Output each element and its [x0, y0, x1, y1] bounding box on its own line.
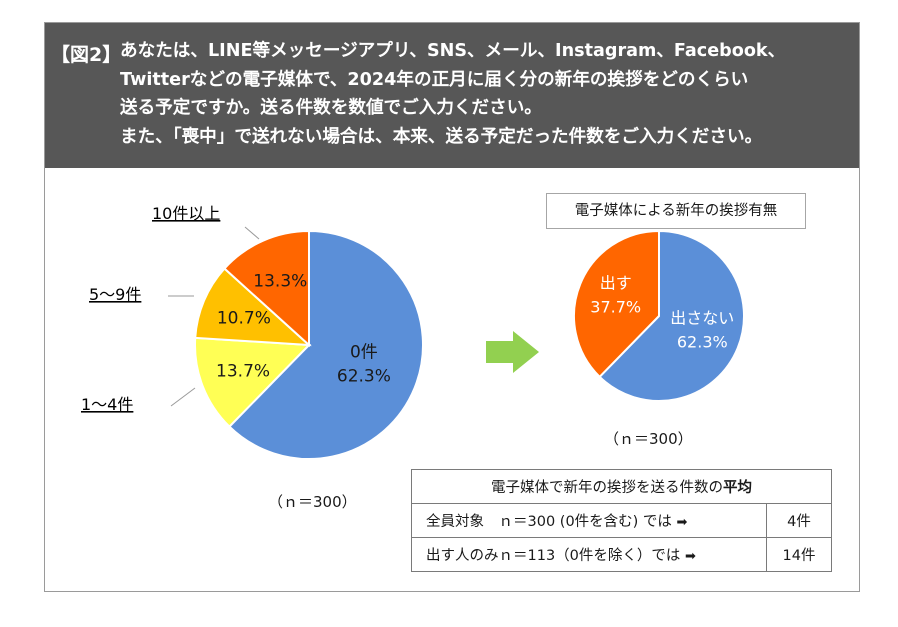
row-label: 全員対象 ｎ＝300 (0件を含む) では — [426, 514, 672, 530]
slice-value-label: 13.3% — [253, 271, 307, 291]
figure-frame: 【図2】 あなたは、LINE等メッセージアプリ、SNS、メール、Instagra… — [44, 22, 860, 592]
question-line: 送る予定ですか。送る件数を数値でご入力ください。 — [120, 98, 542, 118]
slice-value-label: 10.7% — [217, 309, 271, 329]
slice-name-label: 出す — [600, 273, 632, 292]
pie-chart-counts: 0件 62.3% 13.7% 10.7% 13.3% — [194, 229, 424, 460]
question-line: Twitterなどの電子媒体で、2024年の正月に届く分の新年の挨拶をどのくらい — [120, 69, 749, 90]
question-line: また、「喪中」で送れない場合は、本来、送る予定だった件数をご入力ください。 — [120, 126, 763, 147]
table-title-emphasis: 平均 — [723, 480, 752, 496]
category-label-5to9: 5〜9件 — [89, 285, 141, 304]
question-header: 【図2】 あなたは、LINE等メッセージアプリ、SNS、メール、Instagra… — [45, 23, 859, 168]
pie-slice — [227, 229, 424, 460]
leader-line — [170, 387, 196, 407]
slice-value-label: 62.3% — [337, 366, 391, 386]
average-table: 電子媒体で新年の挨拶を送る件数の平均 全員対象 ｎ＝300 (0件を含む) では… — [411, 469, 832, 572]
pie2-n-label: （ｎ＝300） — [604, 430, 693, 448]
table-cell-label: 出す人のみｎ＝113（0件を除く）では ➡ — [411, 537, 767, 572]
slice-value-label: 62.3% — [677, 333, 728, 352]
category-label-1to4: 1〜4件 — [81, 395, 133, 414]
table-cell-label: 全員対象 ｎ＝300 (0件を含む) では ➡ — [411, 503, 767, 538]
slice-value-label: 13.7% — [216, 361, 270, 381]
question-line: あなたは、LINE等メッセージアプリ、SNS、メール、Instagram、Fac… — [120, 41, 786, 61]
figure-tag: 【図2】 — [51, 44, 122, 66]
row-label: 出す人のみｎ＝113（0件を除く）では — [426, 548, 681, 564]
right-arrow-icon: ➡ — [676, 515, 688, 530]
table-row: 全員対象 ｎ＝300 (0件を含む) では ➡ 4件 — [411, 503, 832, 538]
category-label-10plus: 10件以上 — [152, 204, 220, 223]
average-table-title: 電子媒体で新年の挨拶を送る件数の平均 — [411, 469, 832, 504]
right-arrow-icon: ➡ — [685, 549, 696, 564]
leader-line — [244, 226, 260, 240]
pie-slice — [573, 229, 660, 379]
pie-slice — [223, 229, 310, 348]
pie-slice — [194, 267, 312, 347]
slice-value-label: 37.7% — [590, 297, 641, 316]
slice-name-label: 出さない — [670, 309, 734, 328]
table-cell-value: 14件 — [766, 537, 832, 572]
green-arrow-icon — [486, 331, 539, 373]
table-title-text: 電子媒体で新年の挨拶を送る件数の — [491, 480, 723, 496]
question-text: あなたは、LINE等メッセージアプリ、SNS、メール、Instagram、Fac… — [120, 37, 855, 151]
pie-slice — [598, 229, 745, 402]
pie2-title: 電子媒体による新年の挨拶有無 — [546, 193, 806, 229]
table-row: 出す人のみｎ＝113（0件を除く）では ➡ 14件 — [411, 537, 832, 572]
pie-chart-send-or-not: 出さない 62.3% 出す 37.7% — [573, 229, 745, 402]
table-cell-value: 4件 — [766, 503, 832, 538]
pie1-n-label: （ｎ＝300） — [268, 493, 357, 511]
pie-slice — [194, 336, 312, 429]
slice-name-label: 0件 — [350, 342, 378, 362]
